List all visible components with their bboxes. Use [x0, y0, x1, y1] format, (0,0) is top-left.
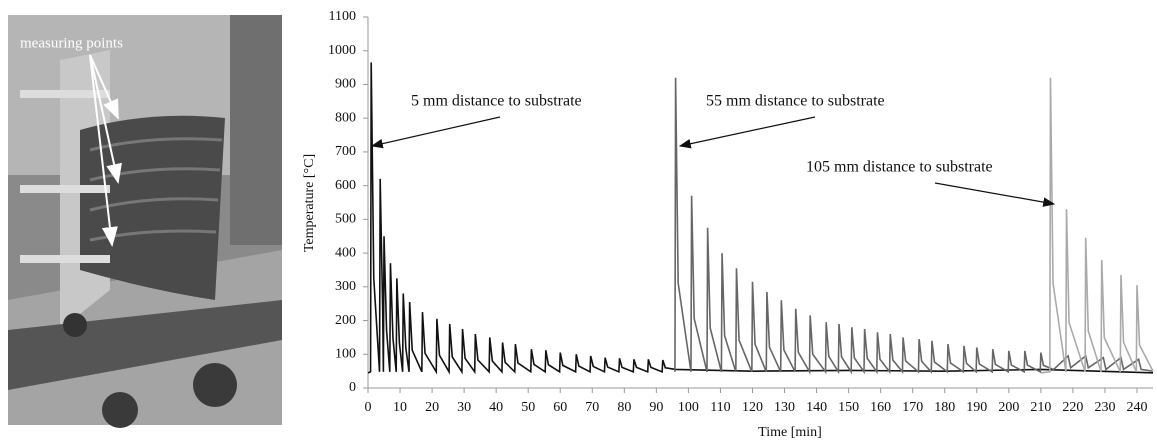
annotation-arrow: [678, 116, 816, 149]
y-tick-label: 400: [335, 245, 356, 260]
x-tick-label: 140: [806, 400, 827, 415]
x-tick-label: 210: [1030, 400, 1051, 415]
x-tick-label: 50: [521, 400, 535, 415]
annotation-arrow: [370, 116, 501, 149]
y-tick-label: 100: [335, 346, 356, 361]
x-tick-label: 40: [489, 400, 503, 415]
x-tick-label: 20: [425, 400, 439, 415]
y-tick-label: 700: [335, 144, 356, 159]
x-tick-label: 180: [934, 400, 955, 415]
x-tick-label: 240: [1126, 400, 1147, 415]
x-tick-label: 60: [553, 400, 567, 415]
x-tick-label: 200: [998, 400, 1019, 415]
x-tick-label: 10: [393, 400, 407, 415]
photo: measuring points: [8, 15, 282, 428]
series-line: [1040, 77, 1154, 374]
x-tick-label: 190: [966, 400, 987, 415]
y-tick-label: 800: [335, 110, 356, 125]
annotation: 105 mm distance to substrate: [806, 159, 993, 176]
x-axis-title: Time [min]: [758, 425, 822, 440]
annotation: 55 mm distance to substrate: [706, 93, 885, 110]
x-tick-label: 130: [774, 400, 795, 415]
x-tick-label: 160: [870, 400, 891, 415]
y-tick-label: 1100: [329, 9, 356, 24]
y-tick-label: 0: [349, 380, 356, 395]
y-axis-title: Temperature [°C]: [302, 154, 317, 252]
y-tick-label: 1000: [328, 43, 356, 58]
x-tick-label: 0: [365, 400, 372, 415]
x-tick-label: 30: [457, 400, 471, 415]
annotation-arrow: [934, 182, 1056, 207]
y-tick-label: 300: [335, 279, 356, 294]
annotation: 5 mm distance to substrate: [411, 93, 582, 110]
x-tick-label: 90: [649, 400, 663, 415]
y-tick-label: 600: [335, 178, 356, 193]
series-line: [674, 77, 1154, 375]
x-tick-label: 170: [902, 400, 923, 415]
photo-label: measuring points: [20, 35, 123, 51]
chart: Time [min] Temperature [°C] 010020030040…: [302, 9, 1154, 440]
x-tick-label: 100: [678, 400, 699, 415]
x-tick-label: 230: [1094, 400, 1115, 415]
x-tick-label: 70: [585, 400, 599, 415]
y-tick-label: 500: [335, 212, 356, 227]
y-tick-label: 900: [335, 77, 356, 92]
x-tick-label: 120: [742, 400, 763, 415]
x-tick-label: 110: [710, 400, 730, 415]
x-tick-label: 220: [1062, 400, 1083, 415]
y-tick-label: 200: [335, 313, 356, 328]
series-line: [367, 62, 1154, 375]
x-tick-label: 150: [838, 400, 859, 415]
x-tick-label: 80: [617, 400, 631, 415]
